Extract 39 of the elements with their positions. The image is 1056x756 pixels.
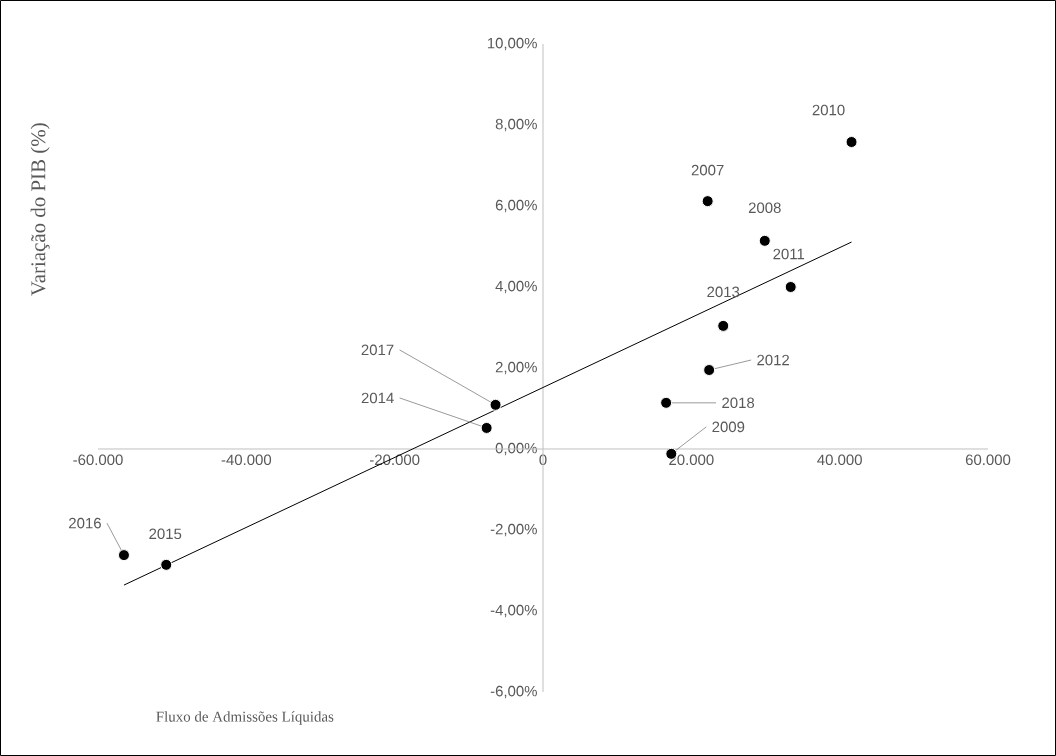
- y-axis-title: Variação do PIB (%): [30, 123, 50, 296]
- annotation: 2011: [773, 248, 805, 260]
- point: [703, 364, 716, 377]
- annotation: 2015: [149, 528, 182, 540]
- point: [701, 195, 714, 208]
- annotation: 2010: [812, 104, 845, 116]
- y-tick-label: -6,00%: [490, 685, 537, 699]
- annotation: 2007: [691, 164, 724, 176]
- x-tick-label: 0: [539, 454, 547, 466]
- annotation: 2017: [361, 344, 394, 356]
- point: [784, 281, 797, 293]
- y-tick-label: 10,00%: [487, 37, 537, 51]
- annotation: 2012: [757, 354, 790, 366]
- annotation: 2013: [707, 286, 740, 298]
- x-axis-title: Fluxo de Admissões Líquidas: [156, 711, 334, 725]
- x-tick-label: 40.000: [817, 454, 862, 466]
- annotation: 2009: [712, 421, 745, 433]
- annotation: 2014: [361, 392, 394, 404]
- point: [117, 549, 130, 562]
- point: [160, 558, 173, 571]
- point: [489, 398, 502, 411]
- point: [845, 136, 858, 148]
- y-tick-label: 0,00%: [495, 442, 537, 456]
- point: [758, 234, 771, 247]
- annotation: 2008: [748, 202, 781, 214]
- annotation: 2016: [69, 517, 101, 529]
- point: [480, 421, 493, 434]
- x-tick-label: 60.000: [965, 454, 1011, 466]
- x-tick-label: -40.000: [221, 454, 272, 466]
- y-tick-label: 4,00%: [495, 280, 537, 294]
- point: [717, 319, 730, 332]
- y-tick-label: -4,00%: [490, 604, 537, 618]
- y-tick-label: 8,00%: [495, 118, 537, 132]
- y-tick-label: 6,00%: [495, 199, 537, 213]
- y-tick-label: -2,00%: [490, 523, 537, 537]
- x-tick-label: -60.000: [73, 454, 123, 466]
- annotation: 2018: [722, 397, 755, 409]
- point: [660, 396, 673, 409]
- y-tick-label: 2,00%: [495, 361, 537, 375]
